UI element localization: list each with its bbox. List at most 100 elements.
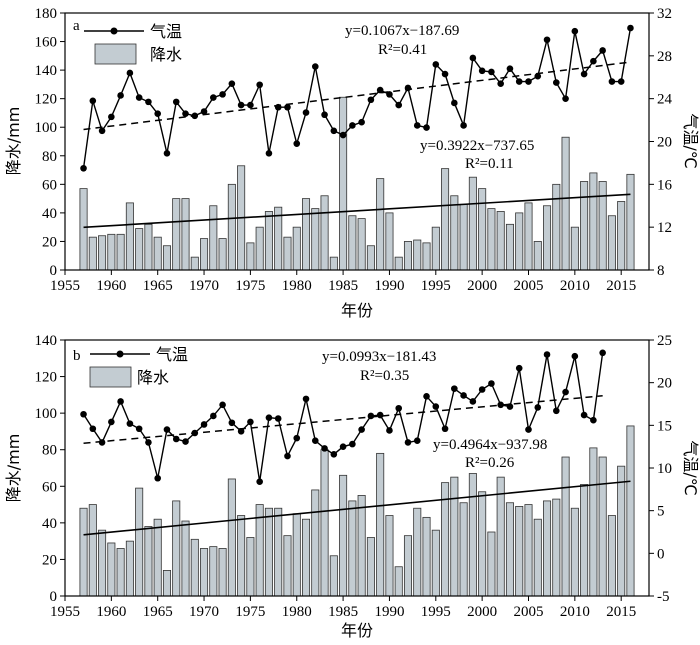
temp-point xyxy=(358,118,365,126)
legend-temp-marker xyxy=(116,350,124,358)
temp-point xyxy=(89,425,97,433)
temp-point xyxy=(525,78,532,85)
precip-trend-line xyxy=(83,480,631,536)
temp-point xyxy=(200,108,208,115)
precip-bar xyxy=(200,548,209,597)
left-y-tick-label: 120 xyxy=(35,370,58,386)
legend-precip-label: 降水 xyxy=(150,45,182,64)
temp-point xyxy=(441,70,449,78)
precip-bar xyxy=(209,205,218,271)
precip-bar xyxy=(450,476,459,597)
temp-point xyxy=(386,427,393,434)
temp-point xyxy=(534,404,542,411)
precip-bar xyxy=(478,491,487,597)
precip-bar xyxy=(376,178,385,271)
temp-point xyxy=(488,380,495,387)
left-y-tick-label: 100 xyxy=(35,120,58,136)
temp-point xyxy=(590,416,597,424)
right-y-tick-label: 5 xyxy=(657,504,665,520)
precip-bar xyxy=(524,202,533,271)
temp-point xyxy=(478,67,486,75)
precip-bar xyxy=(468,176,477,271)
x-tick-label: 1995 xyxy=(421,604,451,620)
temp-point xyxy=(534,72,542,80)
precip-bar xyxy=(589,447,598,597)
panel-b-x-ticks: 1955 1960 1965 1970 1975 1980 1985 1990 1995 2000… xyxy=(50,596,636,620)
right-y-tick-label: 20 xyxy=(657,135,672,151)
precip-bar xyxy=(246,242,255,271)
precip-bar xyxy=(348,215,357,271)
temp-point xyxy=(108,113,115,121)
panel-b-temp-series xyxy=(80,349,606,485)
precip-bar xyxy=(274,206,283,271)
temp-point xyxy=(302,109,310,116)
temp-point xyxy=(80,410,87,418)
precip-bar xyxy=(366,537,375,597)
temp-point xyxy=(321,111,328,119)
precip-bar xyxy=(598,456,607,597)
x-tick-label: 2010 xyxy=(560,604,590,620)
precip-bar xyxy=(237,515,246,597)
x-tick-label: 2005 xyxy=(513,604,543,620)
panel-a-right-y-ticks: 8 12 16 20 24 28 32 xyxy=(649,6,673,279)
panel-b-right-axis-title: 气温/℃ xyxy=(681,440,700,495)
x-tick-label: 1980 xyxy=(282,278,312,294)
temp-point xyxy=(553,79,560,86)
precip-bar xyxy=(422,516,431,597)
temp-point xyxy=(617,78,625,85)
x-tick-label: 2005 xyxy=(513,278,543,294)
right-y-tick-label: 12 xyxy=(657,220,672,236)
precip-bar xyxy=(607,215,616,271)
temp-point xyxy=(145,439,152,446)
temp-point xyxy=(98,127,106,135)
x-tick-label: 1990 xyxy=(374,604,404,620)
temp-point xyxy=(339,131,347,139)
precip-bar xyxy=(570,507,579,597)
precip-bar xyxy=(181,520,190,597)
temp-point xyxy=(172,98,180,106)
temp-point xyxy=(395,101,403,109)
temp-point xyxy=(200,421,208,428)
precip-bar xyxy=(570,226,579,271)
temp-point xyxy=(571,352,579,360)
temp-point xyxy=(98,439,106,446)
x-tick-label: 2015 xyxy=(606,278,636,294)
temp-point xyxy=(191,112,199,120)
temp-point xyxy=(284,452,291,460)
temp-point xyxy=(228,80,236,87)
temp-point xyxy=(163,426,171,433)
precip-bar xyxy=(98,235,107,271)
temp-point xyxy=(154,474,161,482)
temp-point xyxy=(413,437,421,444)
temp-point xyxy=(506,65,514,72)
precip-bar xyxy=(413,239,422,271)
temp-point xyxy=(274,103,282,111)
temp-point xyxy=(108,418,115,426)
left-y-tick-label: 0 xyxy=(50,589,58,605)
precip-bar xyxy=(450,195,459,271)
precip-bar xyxy=(543,205,552,271)
precip-bar xyxy=(218,548,227,597)
precip-bar xyxy=(255,226,264,271)
precip-bar xyxy=(478,188,487,271)
x-tick-label: 1995 xyxy=(421,278,451,294)
temp-point xyxy=(423,393,430,400)
precip-bar xyxy=(487,208,496,271)
precip-bar xyxy=(301,198,311,271)
precip-bar xyxy=(107,233,116,271)
precip-bar xyxy=(125,540,134,597)
panel-a-left-y-ticks: 0 20 40 60 80 100 120 140 160 180 xyxy=(35,6,65,279)
x-tick-label: 2010 xyxy=(560,278,590,294)
precip-bar xyxy=(459,203,468,271)
precip-bar xyxy=(144,223,153,271)
panel-a-precip-r2: R²=0.11 xyxy=(465,156,514,172)
left-y-tick-label: 0 xyxy=(50,263,58,279)
precip-bar xyxy=(88,236,97,271)
temp-point xyxy=(358,426,365,433)
panel-a-left-axis-title: 降水/mm xyxy=(4,107,23,176)
x-tick-label: 1955 xyxy=(50,604,80,620)
panel-a-temp-series xyxy=(80,24,634,172)
panel-a-temp-equation: y=0.1067x−187.69 xyxy=(345,23,459,39)
left-y-tick-label: 60 xyxy=(42,479,57,495)
precip-bar xyxy=(385,515,394,597)
